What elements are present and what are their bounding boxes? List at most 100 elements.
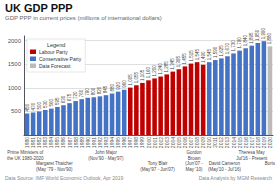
svg-text:1988: 1988 bbox=[72, 137, 79, 149]
svg-text:1996: 1996 bbox=[121, 137, 128, 149]
svg-text:2009: 2009 bbox=[200, 137, 207, 149]
svg-text:UK GDP PPP: UK GDP PPP bbox=[5, 2, 73, 14]
svg-text:1,790: 1,790 bbox=[237, 37, 242, 49]
svg-text:760: 760 bbox=[79, 89, 84, 97]
svg-text:Data Source: IMF World Economi: Data Source: IMF World Economic Outlook,… bbox=[5, 175, 124, 181]
svg-text:(May'97 - Jun'07): (May'97 - Jun'07) bbox=[140, 167, 175, 172]
svg-text:1,515: 1,515 bbox=[189, 50, 194, 62]
svg-text:2002: 2002 bbox=[157, 137, 164, 149]
svg-text:960: 960 bbox=[122, 80, 127, 88]
svg-text:1994: 1994 bbox=[109, 137, 116, 149]
svg-text:1,455: 1,455 bbox=[182, 53, 187, 65]
svg-text:1990: 1990 bbox=[84, 137, 91, 149]
svg-text:1991: 1991 bbox=[90, 137, 97, 149]
svg-text:1,625: 1,625 bbox=[219, 45, 224, 57]
svg-text:Brown: Brown bbox=[188, 156, 201, 161]
svg-text:1500: 1500 bbox=[8, 61, 22, 67]
svg-text:1,105: 1,105 bbox=[140, 69, 145, 81]
svg-text:1984: 1984 bbox=[48, 137, 55, 149]
svg-text:1,545: 1,545 bbox=[195, 48, 200, 60]
svg-text:1,055: 1,055 bbox=[134, 72, 139, 84]
svg-text:500: 500 bbox=[11, 108, 22, 114]
svg-text:1,840: 1,840 bbox=[243, 34, 248, 46]
svg-text:2011: 2011 bbox=[212, 137, 219, 148]
svg-text:1989: 1989 bbox=[78, 137, 85, 149]
svg-text:Gordon: Gordon bbox=[187, 150, 203, 155]
svg-text:1,240: 1,240 bbox=[158, 63, 163, 75]
svg-text:1,990: 1,990 bbox=[261, 27, 266, 39]
svg-text:630: 630 bbox=[61, 95, 66, 103]
svg-text:456: 456 bbox=[25, 103, 30, 111]
svg-text:Tony Blair: Tony Blair bbox=[148, 161, 168, 166]
svg-text:GDP PPP in current prices (mil: GDP PPP in current prices (millions of i… bbox=[5, 15, 162, 21]
svg-text:Data Analysis by MGM Research: Data Analysis by MGM Research bbox=[199, 175, 273, 181]
svg-text:720: 720 bbox=[73, 91, 78, 99]
svg-text:1,670: 1,670 bbox=[225, 43, 230, 55]
svg-text:Prime Ministers of: Prime Ministers of bbox=[7, 150, 44, 155]
svg-text:2005: 2005 bbox=[175, 137, 182, 149]
svg-text:Data Forecast: Data Forecast bbox=[39, 63, 71, 69]
svg-text:2010: 2010 bbox=[206, 137, 213, 149]
svg-text:1,345: 1,345 bbox=[170, 58, 175, 70]
svg-text:Margaret Thatcher: Margaret Thatcher bbox=[36, 161, 73, 166]
svg-text:1998: 1998 bbox=[133, 137, 140, 149]
svg-text:David Cameron: David Cameron bbox=[209, 161, 241, 166]
svg-text:820: 820 bbox=[97, 86, 102, 94]
svg-text:1999: 1999 bbox=[139, 137, 146, 149]
svg-text:1,490: 1,490 bbox=[201, 51, 206, 63]
svg-text:1,950: 1,950 bbox=[255, 29, 260, 41]
svg-text:2003: 2003 bbox=[163, 137, 170, 149]
svg-text:1,160: 1,160 bbox=[146, 67, 151, 79]
svg-text:Boris: Boris bbox=[265, 161, 276, 166]
svg-text:Theresa May: Theresa May bbox=[239, 150, 266, 155]
svg-text:1992: 1992 bbox=[96, 137, 103, 149]
svg-text:675: 675 bbox=[67, 93, 72, 101]
svg-text:May '10): May '10) bbox=[185, 167, 203, 172]
svg-text:1985: 1985 bbox=[54, 137, 61, 149]
svg-text:(Jun'07 -: (Jun'07 - bbox=[185, 161, 203, 166]
svg-text:530: 530 bbox=[43, 100, 48, 108]
svg-text:1,005: 1,005 bbox=[128, 74, 133, 86]
svg-text:1983: 1983 bbox=[42, 137, 49, 149]
svg-text:500: 500 bbox=[37, 101, 42, 109]
svg-text:1,730: 1,730 bbox=[231, 40, 236, 52]
svg-text:1,590: 1,590 bbox=[213, 46, 218, 58]
svg-text:(May '79 - Nov'90): (May '79 - Nov'90) bbox=[36, 167, 73, 172]
svg-text:Legend: Legend bbox=[47, 42, 65, 48]
svg-text:920: 920 bbox=[116, 82, 121, 90]
svg-text:1,200: 1,200 bbox=[152, 65, 157, 77]
svg-text:1982: 1982 bbox=[36, 137, 43, 149]
svg-text:790: 790 bbox=[85, 88, 90, 96]
svg-text:1997: 1997 bbox=[127, 137, 134, 149]
svg-text:2001: 2001 bbox=[151, 137, 158, 149]
svg-text:880: 880 bbox=[110, 84, 115, 92]
svg-text:595: 595 bbox=[55, 97, 60, 105]
svg-text:1,895: 1,895 bbox=[249, 32, 254, 44]
svg-text:1981: 1981 bbox=[30, 137, 37, 149]
svg-text:2008: 2008 bbox=[194, 137, 201, 149]
svg-text:1,285: 1,285 bbox=[164, 61, 169, 73]
svg-text:2020: 2020 bbox=[267, 137, 273, 148]
svg-text:1,395: 1,395 bbox=[176, 55, 181, 67]
svg-text:476: 476 bbox=[31, 103, 36, 111]
svg-text:Labour Party: Labour Party bbox=[39, 49, 68, 55]
svg-text:the UK 1980-2020: the UK 1980-2020 bbox=[7, 156, 44, 161]
svg-text:2000: 2000 bbox=[8, 38, 22, 44]
svg-text:1995: 1995 bbox=[115, 137, 122, 149]
svg-text:1987: 1987 bbox=[66, 137, 73, 149]
svg-text:1,545: 1,545 bbox=[207, 48, 212, 60]
svg-text:845: 845 bbox=[103, 85, 108, 93]
svg-text:2004: 2004 bbox=[169, 137, 176, 149]
svg-text:Jul'16 - Present: Jul'16 - Present bbox=[236, 156, 268, 161]
svg-text:2000: 2000 bbox=[145, 137, 152, 149]
svg-text:1000: 1000 bbox=[8, 85, 22, 91]
svg-text:John Major: John Major bbox=[95, 150, 118, 155]
svg-text:Conservative Party: Conservative Party bbox=[39, 56, 82, 62]
svg-text:2006: 2006 bbox=[181, 137, 188, 149]
svg-text:800: 800 bbox=[91, 87, 96, 95]
svg-text:(May'10 - Jul'16): (May'10 - Jul'16) bbox=[208, 167, 241, 172]
svg-text:1,880: 1,880 bbox=[267, 33, 272, 45]
svg-text:(Nov'90 - May'97): (Nov'90 - May'97) bbox=[88, 156, 124, 161]
svg-text:1986: 1986 bbox=[60, 137, 67, 149]
svg-text:560: 560 bbox=[49, 99, 54, 107]
